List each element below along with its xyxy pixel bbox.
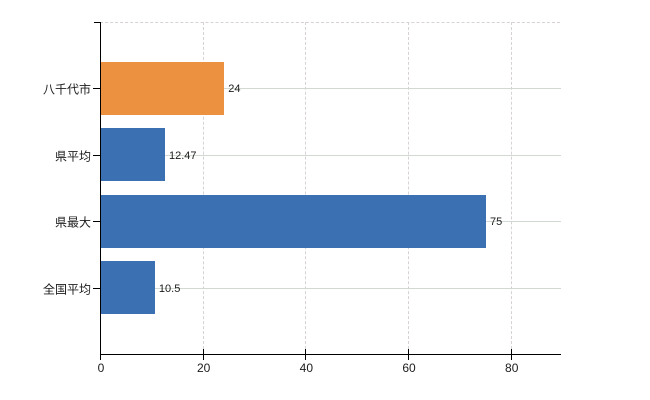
value-label: 24 xyxy=(228,83,241,96)
plot-area xyxy=(100,22,561,355)
x-tick-label: 0 xyxy=(97,361,105,375)
category-label: 県平均 xyxy=(54,149,91,164)
x-tick-label: 60 xyxy=(402,361,416,375)
horizontal-gridline xyxy=(101,154,561,156)
y-axis-tick xyxy=(93,287,100,289)
category-label: 八千代市 xyxy=(42,82,91,97)
bar xyxy=(101,194,487,248)
x-tick-label: 20 xyxy=(196,361,211,375)
x-axis-tick xyxy=(305,349,307,360)
value-label: 75 xyxy=(490,216,503,229)
vertical-gridline xyxy=(202,22,204,354)
bar xyxy=(101,128,166,182)
horizontal-gridline xyxy=(101,287,561,289)
bar xyxy=(101,261,155,315)
horizontal-gridline xyxy=(101,88,561,90)
y-axis-tick xyxy=(93,154,100,156)
x-tick-label: 80 xyxy=(505,361,519,375)
x-axis-tick xyxy=(510,349,512,360)
y-axis-tick xyxy=(93,221,100,223)
plot-top-border xyxy=(100,22,560,23)
x-axis-tick xyxy=(408,349,410,360)
vertical-gridline xyxy=(305,22,307,354)
vertical-gridline xyxy=(510,22,512,354)
category-label: 県最大 xyxy=(54,215,91,230)
vertical-gridline xyxy=(408,22,410,354)
bar xyxy=(101,61,225,115)
x-axis-tick xyxy=(100,349,101,360)
y-axis-end-tick xyxy=(94,22,101,23)
y-axis-tick xyxy=(93,88,100,90)
x-axis-tick xyxy=(202,349,204,360)
value-label: 12.47 xyxy=(169,149,197,162)
category-label: 全国平均 xyxy=(42,282,91,297)
value-label: 10.5 xyxy=(158,282,181,295)
x-tick-label: 40 xyxy=(299,361,314,375)
